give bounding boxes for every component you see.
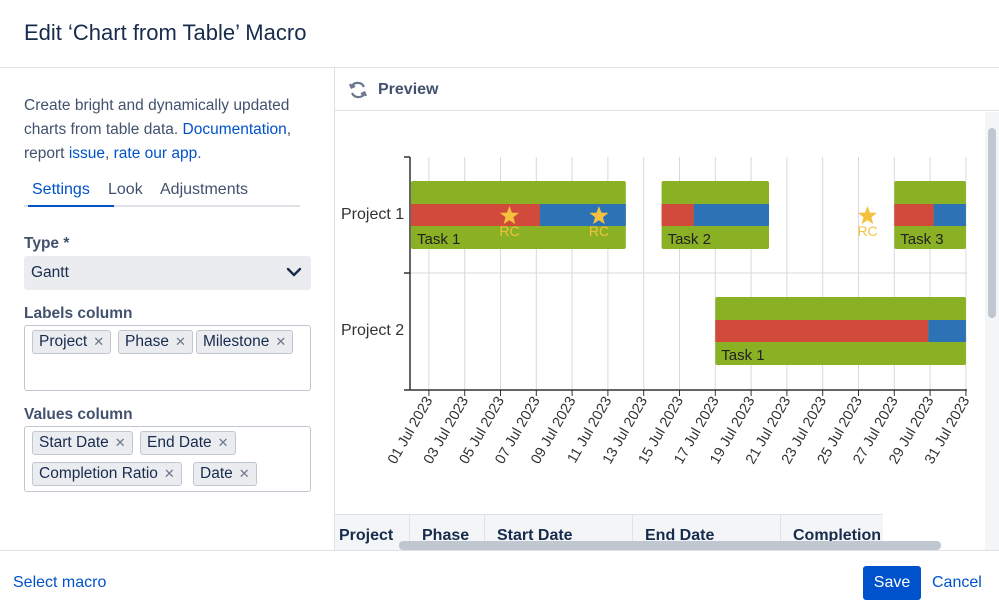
chip-label: Project [39,333,88,350]
chip-label: Milestone [203,333,270,350]
chip-completion-ratio: Completion Ratio ✕ [32,462,182,486]
task-label: Task 2 [668,231,711,248]
type-select[interactable]: Gantt [24,256,311,290]
milestone-star-icon [499,206,519,225]
milestone-label: RC [499,223,519,239]
remove-icon[interactable]: ✕ [217,435,229,450]
values-column-input[interactable]: Start Date ✕ End Date ✕ Completion Ratio ✕ … [24,426,311,492]
refresh-icon[interactable] [347,79,369,101]
horizontal-scrollbar[interactable] [399,541,941,550]
chevron-down-icon [286,267,302,277]
remove-icon[interactable]: ✕ [238,466,250,481]
remove-icon[interactable]: ✕ [114,435,126,450]
chip-date: Date ✕ [193,462,257,486]
task-progress-remaining [928,320,966,342]
dialog-footer: Select macro Save Cancel [0,550,999,608]
issue-link[interactable]: issue [68,145,105,162]
chip-label: Phase [125,333,169,350]
active-tab-indicator [28,205,114,207]
tab-adjustments[interactable]: Adjustments [160,181,249,198]
preview-label: Preview [378,81,439,98]
vertical-scrollbar-thumb[interactable] [988,128,996,318]
milestone-label: RC [857,223,877,239]
task-progress-done [715,320,929,342]
dialog-header: Edit ‘Chart from Table’ Macro [0,0,999,68]
task-progress-remaining [933,204,966,226]
milestone-star-icon [589,206,609,225]
task-progress-remaining [539,204,626,226]
milestone-star-icon [857,206,877,225]
milestone-label: RC [589,223,609,239]
chip-start-date: Start Date ✕ [32,431,133,455]
task-label: Task 1 [417,231,460,248]
select-macro-link[interactable]: Select macro [13,574,107,591]
gantt-chart: Project 1 Project 2 Task 1 Task 2 Task 3 Task… [341,156,973,467]
labels-column-label: Labels column [24,305,133,322]
task-progress-done [411,204,540,226]
labels-column-input[interactable]: Project ✕ Phase ✕ Milestone ✕ [24,325,311,391]
chip-milestone: Milestone ✕ [196,330,294,354]
panel-divider [334,68,335,550]
type-label: Type * [24,235,70,252]
chip-phase: Phase ✕ [118,330,193,354]
preview-bar: Preview [335,68,999,111]
chip-end-date: End Date ✕ [140,431,236,455]
task-label: Task 3 [900,231,943,248]
category-label: Project 2 [341,322,404,339]
vertical-scrollbar[interactable] [985,112,999,550]
gantt-chart-area: Project 1 Project 2 Task 1 Task 2 Task 3 Task… [335,112,999,550]
remove-icon[interactable]: ✕ [163,466,175,481]
chip-project: Project ✕ [32,330,112,354]
settings-panel: Create bright and dynamically updated ch… [0,68,335,550]
type-select-value: Gantt [31,264,69,281]
chip-label: Date [200,465,233,482]
task-label: Task 1 [721,347,764,364]
dialog-title: Edit ‘Chart from Table’ Macro [24,20,307,45]
chip-label: Start Date [39,434,109,451]
task-progress-done [894,204,934,226]
chip-label: End Date [147,434,212,451]
settings-tabs: Settings Look Adjustments [24,181,300,207]
remove-icon[interactable]: ✕ [93,334,105,349]
save-button[interactable]: Save [863,566,921,600]
tab-look[interactable]: Look [108,181,143,198]
report-text: report [24,145,65,162]
task-progress-remaining [693,204,769,226]
task-progress-done [661,204,694,226]
table-header-cell: Project [335,514,409,550]
chip-label: Completion Ratio [39,465,158,482]
cancel-button[interactable]: Cancel [932,574,982,591]
remove-icon[interactable]: ✕ [174,334,186,349]
tab-settings[interactable]: Settings [32,181,90,198]
intro-description: Create bright and dynamically updated ch… [24,97,290,138]
category-label: Project 1 [341,206,404,223]
documentation-link[interactable]: Documentation [182,121,287,138]
values-column-label: Values column [24,406,133,423]
intro-text: Create bright and dynamically updated ch… [24,97,292,162]
preview-panel: Preview Project 1 Project 2 Task 1 Task 2 Ta… [335,68,999,550]
remove-icon[interactable]: ✕ [275,334,287,349]
rate-app-link[interactable]: rate our app [113,145,198,162]
